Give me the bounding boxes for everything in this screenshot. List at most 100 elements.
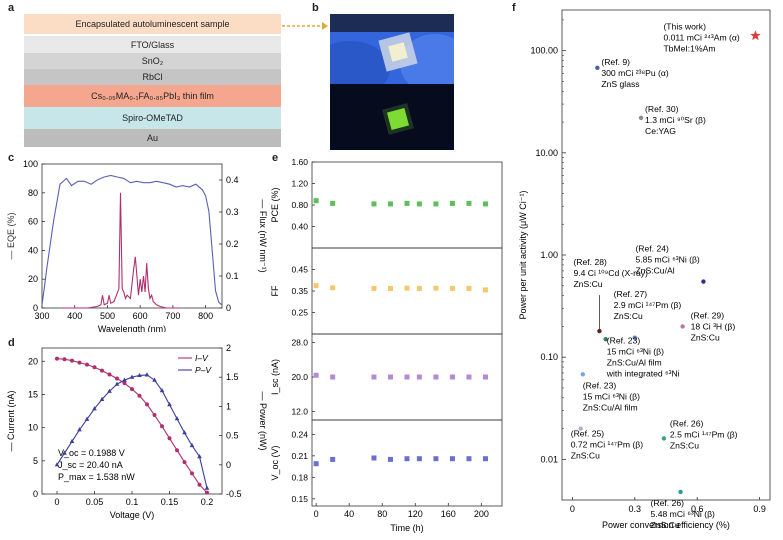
y-axis-label-left: — EQE (%) — [6, 212, 16, 259]
data-point — [433, 285, 439, 291]
reference-point — [678, 489, 683, 495]
panel-label-c: c — [8, 152, 15, 164]
iv-point — [175, 448, 179, 453]
y-tick-label: 0.01 — [540, 454, 558, 464]
panel-label-b: b — [312, 2, 319, 14]
photo-dark-drawing — [330, 84, 454, 150]
y-axis-label-left: — Current (nA) — [6, 390, 16, 451]
comparison-chart: 0 0.3 0.6 0.9 0.01 0.10 1.00 10.00 100.00 Power c… — [518, 9, 771, 530]
x-tick-label: 0.05 — [86, 497, 104, 507]
data-point — [387, 374, 393, 380]
data-point — [371, 285, 377, 291]
point-label: (Ref. 28) — [573, 257, 607, 267]
data-point — [466, 374, 472, 380]
y-tick-label: 12.0 — [291, 406, 308, 416]
y-tick-label-right: 1 — [226, 401, 231, 411]
layer-au: Au — [24, 129, 281, 147]
this-work-star — [750, 30, 761, 41]
photo-dark — [330, 84, 454, 150]
pv-point — [182, 430, 187, 435]
layer-fto: FTO/Glass — [24, 36, 281, 53]
y-tick-label-right: 0.1 — [226, 271, 239, 281]
y-tick-label: 0.45 — [291, 265, 308, 275]
pv-point — [84, 416, 90, 421]
legend-label: P–V — [195, 365, 212, 375]
photo-daylight — [330, 14, 454, 84]
pv-point — [167, 402, 172, 407]
y-axis-label-right: — Power (nW) — [258, 391, 268, 450]
x-tick-label: 0 — [54, 497, 59, 507]
layer-sample: Encapsulated autoluminescent sample — [24, 14, 281, 34]
point-label: ZnS:Cu/Al film — [607, 358, 662, 368]
panel-label-f: f — [512, 2, 516, 14]
x-tick-label: 600 — [133, 311, 148, 321]
iv-point — [92, 365, 97, 370]
x-tick-label: 0.15 — [161, 497, 179, 507]
y-tick-label-left: 5 — [33, 456, 38, 466]
data-point — [404, 374, 410, 380]
iv-point — [115, 376, 119, 381]
eqe-flux-chart: 300 400 500 600 700 800 0 20 40 60 80 100 0 0.1 0.2 0.3… — [6, 159, 268, 332]
point-label: 15 mCi ⁶³Ni (β) — [583, 391, 640, 401]
y-tick-label: 0.10 — [540, 352, 558, 362]
data-point — [313, 198, 319, 204]
point-label: 5.48 mCi ⁶³Ni (β) — [651, 509, 715, 519]
reference-point — [603, 336, 608, 342]
data-point — [313, 283, 319, 289]
point-label: Ce:YAG — [645, 126, 676, 136]
pv-point — [204, 485, 210, 490]
point-label: ZnS:Cu — [691, 332, 720, 342]
x-tick-label: 80 — [377, 509, 387, 519]
y-tick-label: 0.24 — [291, 429, 308, 439]
y-tick-label-left: 15 — [28, 389, 38, 399]
x-tick-label: 0 — [314, 509, 319, 519]
data-point — [330, 456, 336, 462]
data-point — [449, 374, 455, 380]
pv-point — [69, 438, 75, 444]
x-tick-label: 0 — [570, 504, 575, 514]
point-label: ZnS:Cu — [670, 440, 699, 450]
point-label: ZnS glass — [601, 79, 639, 89]
data-point — [371, 374, 377, 380]
iv-point — [182, 460, 187, 465]
reference-point — [680, 324, 685, 329]
layer-spiro: Spiro-OMeTAD — [24, 107, 281, 129]
x-tick-label: 800 — [198, 311, 213, 321]
iv-point — [205, 490, 209, 495]
reference-point — [632, 335, 637, 340]
point-label: 18 Ci ³H (β) — [691, 321, 736, 331]
y-tick-label-left: 60 — [28, 217, 38, 227]
y-tick-label: 0.35 — [291, 286, 308, 296]
reference-point — [661, 436, 667, 441]
panel-label-d: d — [8, 337, 15, 349]
point-label: (Ref. 26) — [651, 498, 685, 508]
data-point — [466, 456, 472, 462]
annotation-text: J_sc = 20.40 nA — [58, 460, 123, 470]
data-point — [482, 201, 488, 207]
data-point — [404, 200, 410, 206]
data-point — [433, 456, 439, 462]
photo-daylight-drawing — [330, 14, 454, 84]
x-tick-label: 500 — [100, 311, 115, 321]
layer-perovskite: Cs₀.₀₅MA₀.₁FA₀.₈₅PbI₃ thin film — [24, 85, 281, 107]
point-label: 15 mCi ⁶³Ni (β) — [607, 347, 664, 357]
iv-point — [77, 360, 82, 365]
layer-sno2: SnO₂ — [24, 53, 281, 69]
y-tick-label-right: 0.3 — [226, 207, 239, 217]
series-line — [61, 192, 180, 309]
data-point — [387, 456, 393, 462]
iv-point — [145, 402, 149, 407]
point-label: ZnS:Cu/Al — [635, 266, 674, 276]
data-point — [387, 201, 393, 207]
data-point — [330, 374, 336, 380]
y-tick-label-left: 20 — [28, 356, 38, 366]
point-label: ZnS:Cu — [614, 311, 643, 321]
point-label: (Ref. 23) — [607, 336, 641, 346]
iv-point — [152, 413, 157, 418]
x-tick-label: 200 — [474, 509, 489, 519]
iv-point — [70, 358, 74, 363]
point-label: (Ref. 24) — [635, 244, 669, 254]
data-point — [371, 455, 377, 461]
legend-label: I–V — [195, 353, 209, 363]
y-tick-label-left: 0 — [33, 303, 38, 313]
